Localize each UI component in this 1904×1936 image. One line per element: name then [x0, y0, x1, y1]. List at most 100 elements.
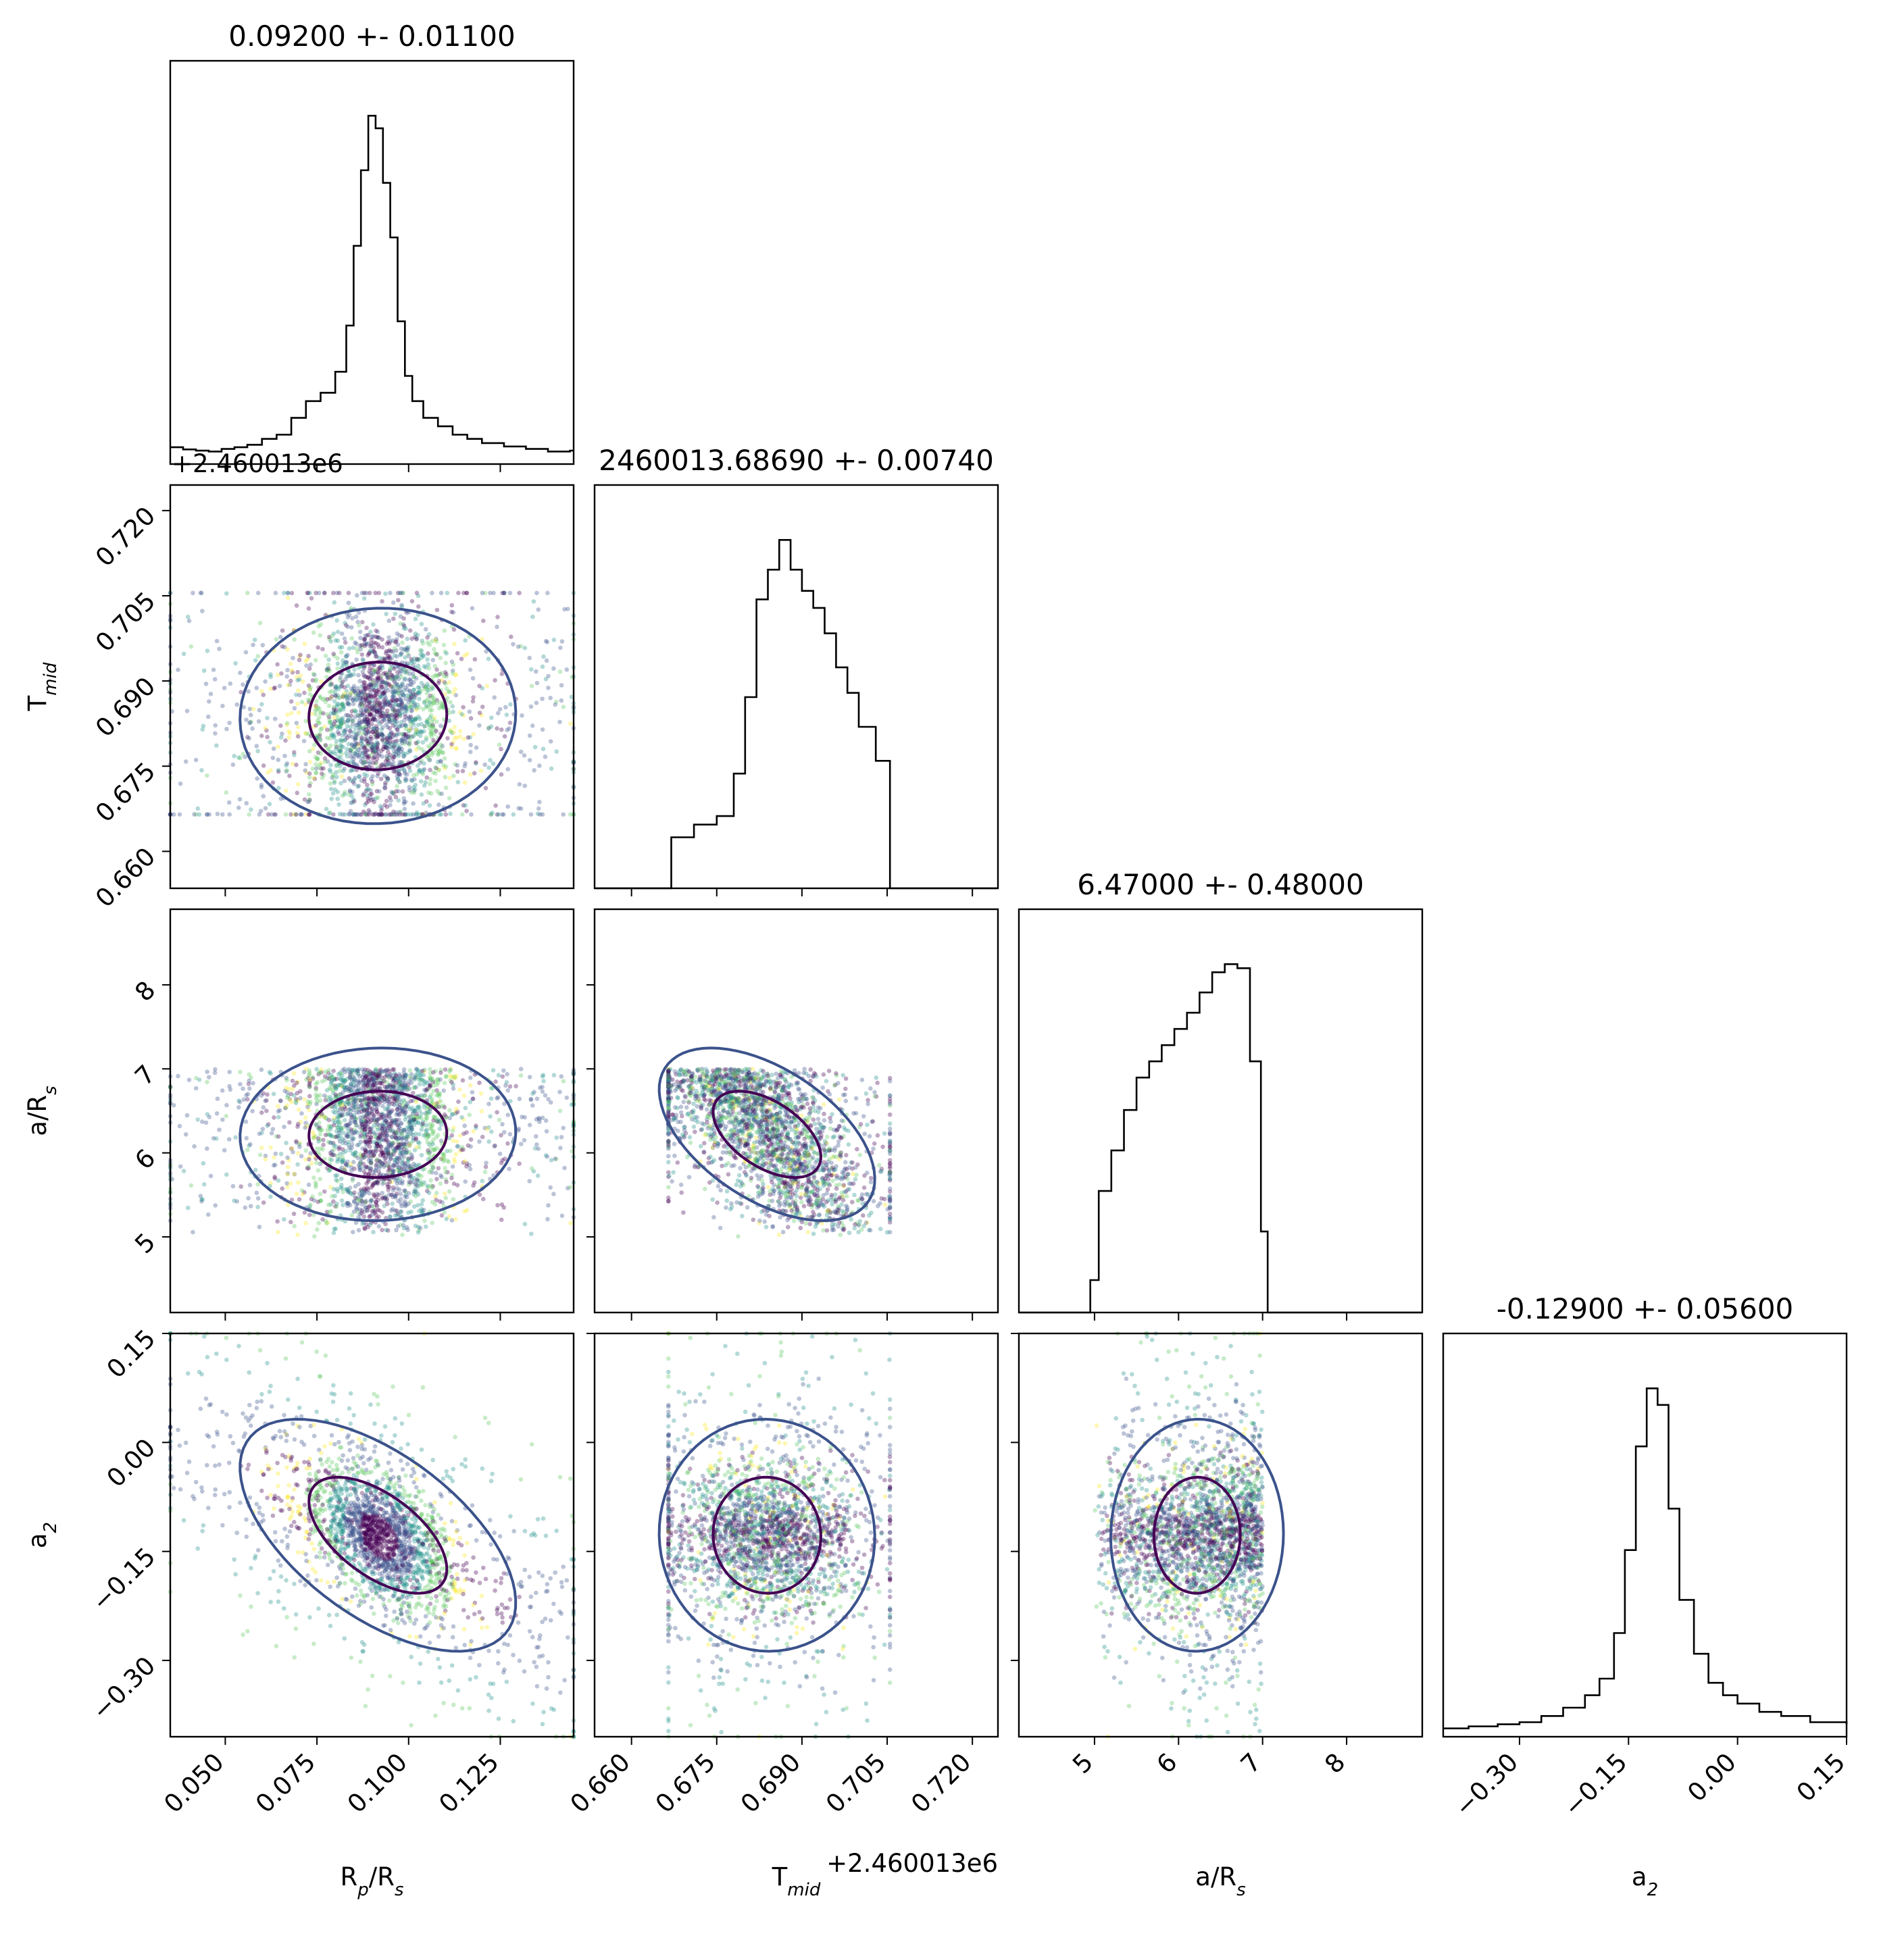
scatter-point [443, 1170, 448, 1175]
scatter-point [241, 705, 247, 710]
scatter-point [380, 754, 384, 759]
scatter-point [340, 733, 345, 738]
scatter-point [353, 715, 357, 719]
scatter-point [294, 603, 299, 608]
scatter-point [480, 1134, 485, 1140]
scatter-point [374, 1067, 378, 1073]
scatter-point [457, 729, 463, 734]
scatter-point [377, 1095, 382, 1100]
scatter-point [351, 1079, 356, 1085]
scatter-point [366, 641, 371, 646]
scatter-point [397, 713, 402, 718]
scatter-point [348, 750, 353, 755]
scatter-point [355, 732, 360, 737]
scatter-point [427, 1075, 432, 1080]
scatter-point [432, 646, 436, 652]
scatter-point [380, 1210, 385, 1215]
scatter-point [349, 767, 354, 773]
scatter-point [199, 768, 204, 773]
scatter-point [386, 755, 392, 760]
scatter-point [401, 801, 407, 806]
scatter-point [237, 796, 243, 802]
scatter-point [391, 690, 396, 695]
scatter-point [351, 718, 355, 723]
scatter-point [527, 655, 532, 661]
scatter-point [483, 1165, 488, 1169]
scatter-point [364, 733, 369, 738]
scatter-point [314, 1067, 320, 1072]
scatter-point [530, 614, 535, 619]
scatter-point [470, 1090, 475, 1095]
scatter-point [357, 630, 363, 634]
scatter-point [409, 693, 414, 698]
scatter-point [477, 1139, 482, 1144]
scatter-point [314, 707, 320, 712]
scatter-point [302, 641, 307, 646]
scatter-point [356, 1227, 361, 1233]
scatter-point [354, 1070, 359, 1075]
scatter-point [192, 812, 197, 817]
scatter-point [394, 654, 399, 659]
scatter-point [352, 743, 357, 748]
scatter-point [358, 725, 364, 730]
scatter-point [201, 1182, 207, 1187]
scatter-point [372, 749, 376, 754]
scatter-point [397, 769, 401, 773]
scatter-point [401, 626, 407, 631]
scatter-point [436, 679, 442, 684]
scatter-point [307, 666, 312, 671]
scatter-point [358, 1187, 364, 1192]
scatter-point [280, 644, 285, 649]
scatter-point [531, 1169, 536, 1174]
scatter-point [405, 683, 410, 688]
scatter-point [331, 651, 336, 657]
scatter-point [499, 671, 505, 676]
scatter-point [307, 1213, 312, 1217]
scatter-point [404, 646, 409, 651]
scatter-point [558, 645, 563, 651]
scatter-point [505, 1071, 509, 1077]
scatter-point [291, 1071, 297, 1076]
scatter-point [362, 1109, 367, 1114]
scatter-point [432, 728, 438, 732]
scatter-point [309, 596, 314, 601]
scatter-point [380, 665, 385, 671]
scatter-point [236, 1098, 241, 1103]
scatter-point [336, 802, 341, 807]
scatter-point [557, 1109, 563, 1113]
scatter-point [318, 711, 323, 716]
scatter-point [381, 671, 386, 676]
scatter-point [380, 598, 384, 604]
scatter-point [393, 709, 397, 714]
scatter-point [226, 800, 232, 805]
scatter-point [303, 731, 308, 736]
y-tick-label: 0.660 [90, 842, 161, 913]
scatter-point [450, 1112, 455, 1117]
scatter-point [439, 704, 444, 709]
scatter-point [208, 1173, 214, 1179]
scatter-point [338, 707, 343, 711]
scatter-point [351, 1209, 357, 1214]
scatter-point [411, 1204, 417, 1209]
scatter-point [347, 789, 353, 794]
scatter-point [422, 664, 426, 669]
scatter-point [393, 810, 399, 815]
scatter-point [250, 726, 255, 731]
scatter-point [311, 775, 316, 780]
scatter-point [268, 686, 273, 691]
scatter-point [351, 686, 356, 691]
scatter-point [405, 706, 409, 711]
scatter-point [391, 600, 396, 605]
scatter-point [255, 1182, 261, 1187]
scatter-point [488, 1114, 493, 1119]
scatter-point [415, 702, 420, 707]
scatter-point [393, 1208, 398, 1213]
scatter-point [267, 802, 272, 807]
scatter-point [353, 775, 357, 780]
scatter-point [272, 716, 278, 721]
scatter-point [176, 667, 180, 672]
scatter-point [328, 682, 334, 687]
scatter-point [341, 1080, 345, 1085]
scatter-point [345, 653, 350, 657]
